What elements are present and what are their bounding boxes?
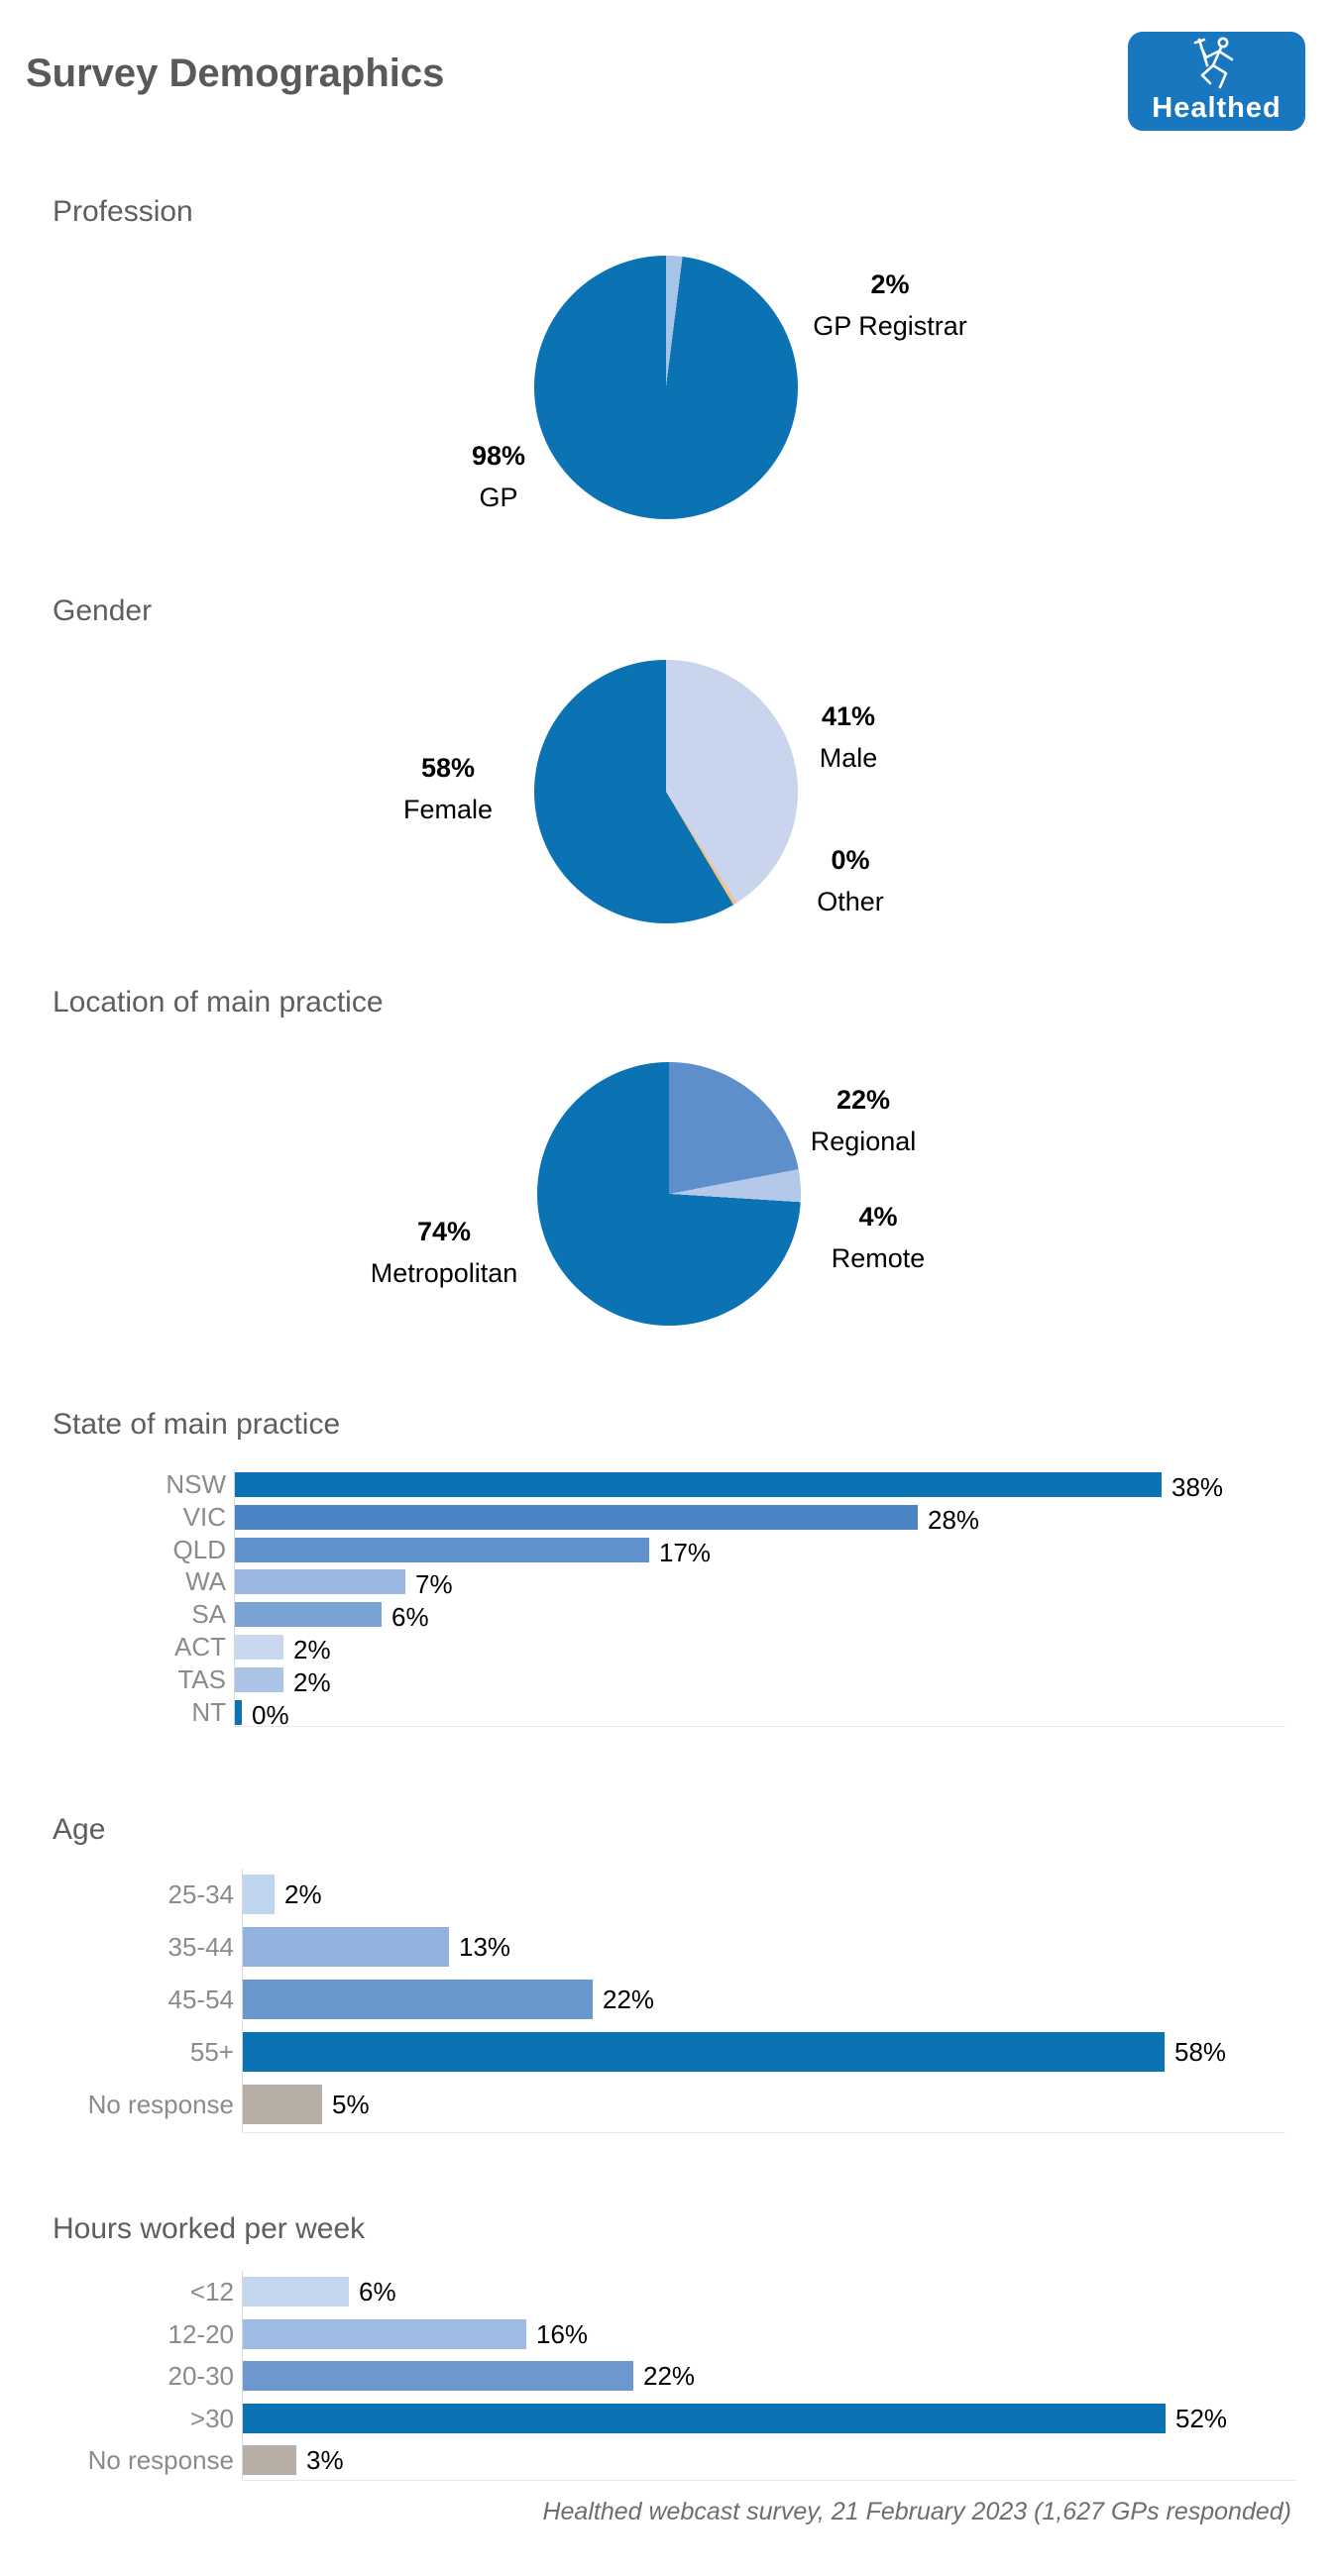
bar [235, 1569, 405, 1594]
pie-slice-label: Other [817, 887, 884, 916]
bar-category-label: ACT [174, 1632, 226, 1662]
bar-value-label: 6% [359, 2277, 396, 2307]
logo-wordmark: Healthed [1152, 92, 1282, 124]
bar-category-label: NSW [166, 1469, 226, 1499]
bar-category-label: VIC [182, 1502, 226, 1532]
bar [235, 1635, 283, 1660]
pie-slice-value: 2% [870, 269, 910, 299]
section-heading-profession: Profession [53, 195, 193, 228]
bar-value-label: 7% [415, 1569, 453, 1599]
pie-location-of-main-practice [537, 1062, 801, 1326]
bar-category-label: NT [191, 1697, 226, 1727]
bar-value-label: 6% [391, 1602, 429, 1632]
bar-value-label: 22% [643, 2361, 696, 2391]
bar-category-label: No response [87, 2445, 234, 2475]
section-heading-age: Age [53, 1813, 106, 1846]
bar-value-label: 22% [603, 1985, 655, 2014]
bar-value-label: 3% [306, 2445, 344, 2475]
pie-slice-value: 58% [420, 753, 476, 783]
bar [243, 2361, 633, 2391]
bar [243, 2277, 349, 2307]
bar-category-label: 20-30 [167, 2361, 235, 2391]
page-title: Survey Demographics [26, 52, 445, 95]
bar-value-label: 52% [1175, 2404, 1228, 2433]
bar [243, 2319, 526, 2349]
bar-value-label: 13% [459, 1932, 511, 1962]
pie-slice-label: Metropolitan [370, 1258, 518, 1288]
pie-slice-label: Female [402, 795, 494, 824]
bar-category-label: QLD [172, 1535, 226, 1564]
healthed-logo: Healthed [1128, 32, 1305, 131]
bar [243, 2445, 296, 2475]
pie-slice-value: 98% [471, 441, 526, 471]
bar [243, 2404, 1166, 2433]
bar-value-label: 0% [252, 1700, 289, 1730]
bar [243, 2032, 1165, 2072]
bar-value-label: 16% [536, 2319, 589, 2349]
pie-slice-value: 74% [416, 1217, 472, 1246]
bar [235, 1667, 283, 1692]
pie-slice-label: GP [479, 483, 518, 512]
bar [243, 1980, 593, 2019]
bar-category-label: 45-54 [167, 1985, 235, 2014]
pie-slice-value: 0% [831, 845, 870, 875]
axis-line-vertical [242, 2271, 243, 2480]
bar-category-label: >30 [189, 2404, 234, 2433]
runner-icon [1193, 37, 1233, 89]
bar [235, 1700, 242, 1725]
bar-category-label: <12 [189, 2277, 234, 2307]
pie-profession [534, 256, 798, 519]
bar-category-label: 25-34 [167, 1879, 235, 1909]
bar-category-label: SA [191, 1599, 226, 1629]
pie-slice-label: Remote [831, 1243, 926, 1273]
pie-slice-label: GP Registrar [813, 311, 967, 341]
section-heading-state: State of main practice [53, 1408, 341, 1441]
bar-value-label: 2% [293, 1667, 331, 1697]
axis-line-horizontal [243, 2480, 1296, 2481]
bar-category-label: 55+ [189, 2037, 234, 2067]
bar-value-label: 38% [1171, 1472, 1224, 1502]
pie-slice-label: Regional [810, 1127, 917, 1156]
bar [235, 1602, 382, 1627]
section-heading-location: Location of main practice [53, 986, 384, 1019]
bar-category-label: No response [87, 2090, 234, 2119]
bar-value-label: 58% [1174, 2037, 1227, 2067]
bar [243, 1927, 449, 1967]
bar-value-label: 5% [332, 2090, 370, 2119]
pie-slice-label: Male [819, 743, 878, 773]
bar-value-label: 2% [284, 1879, 322, 1909]
pie-slice-value: 22% [836, 1085, 891, 1115]
bar-value-label: 17% [659, 1538, 712, 1567]
bar [243, 1875, 275, 1914]
bar-category-label: WA [185, 1566, 226, 1596]
bar [235, 1505, 918, 1530]
axis-line-horizontal [243, 2132, 1285, 2133]
pie-gender [534, 660, 798, 923]
pie-slice-value: 41% [821, 701, 876, 731]
axis-line-vertical [234, 1469, 235, 1726]
section-heading-hours: Hours worked per week [53, 2212, 366, 2245]
bar [235, 1538, 649, 1562]
bar [243, 2085, 322, 2124]
bar-category-label: 35-44 [167, 1932, 235, 1962]
bar-category-label: TAS [177, 1664, 226, 1694]
section-heading-gender: Gender [53, 594, 153, 627]
bar-value-label: 2% [293, 1635, 331, 1664]
bar-value-label: 28% [928, 1505, 980, 1535]
bar [235, 1472, 1162, 1497]
pie-slice-value: 4% [858, 1202, 898, 1232]
bar-category-label: 12-20 [167, 2319, 235, 2349]
axis-line-horizontal [235, 1726, 1285, 1727]
footer-caption: Healthed webcast survey, 21 February 202… [542, 2498, 1291, 2525]
axis-line-vertical [242, 1869, 243, 2132]
